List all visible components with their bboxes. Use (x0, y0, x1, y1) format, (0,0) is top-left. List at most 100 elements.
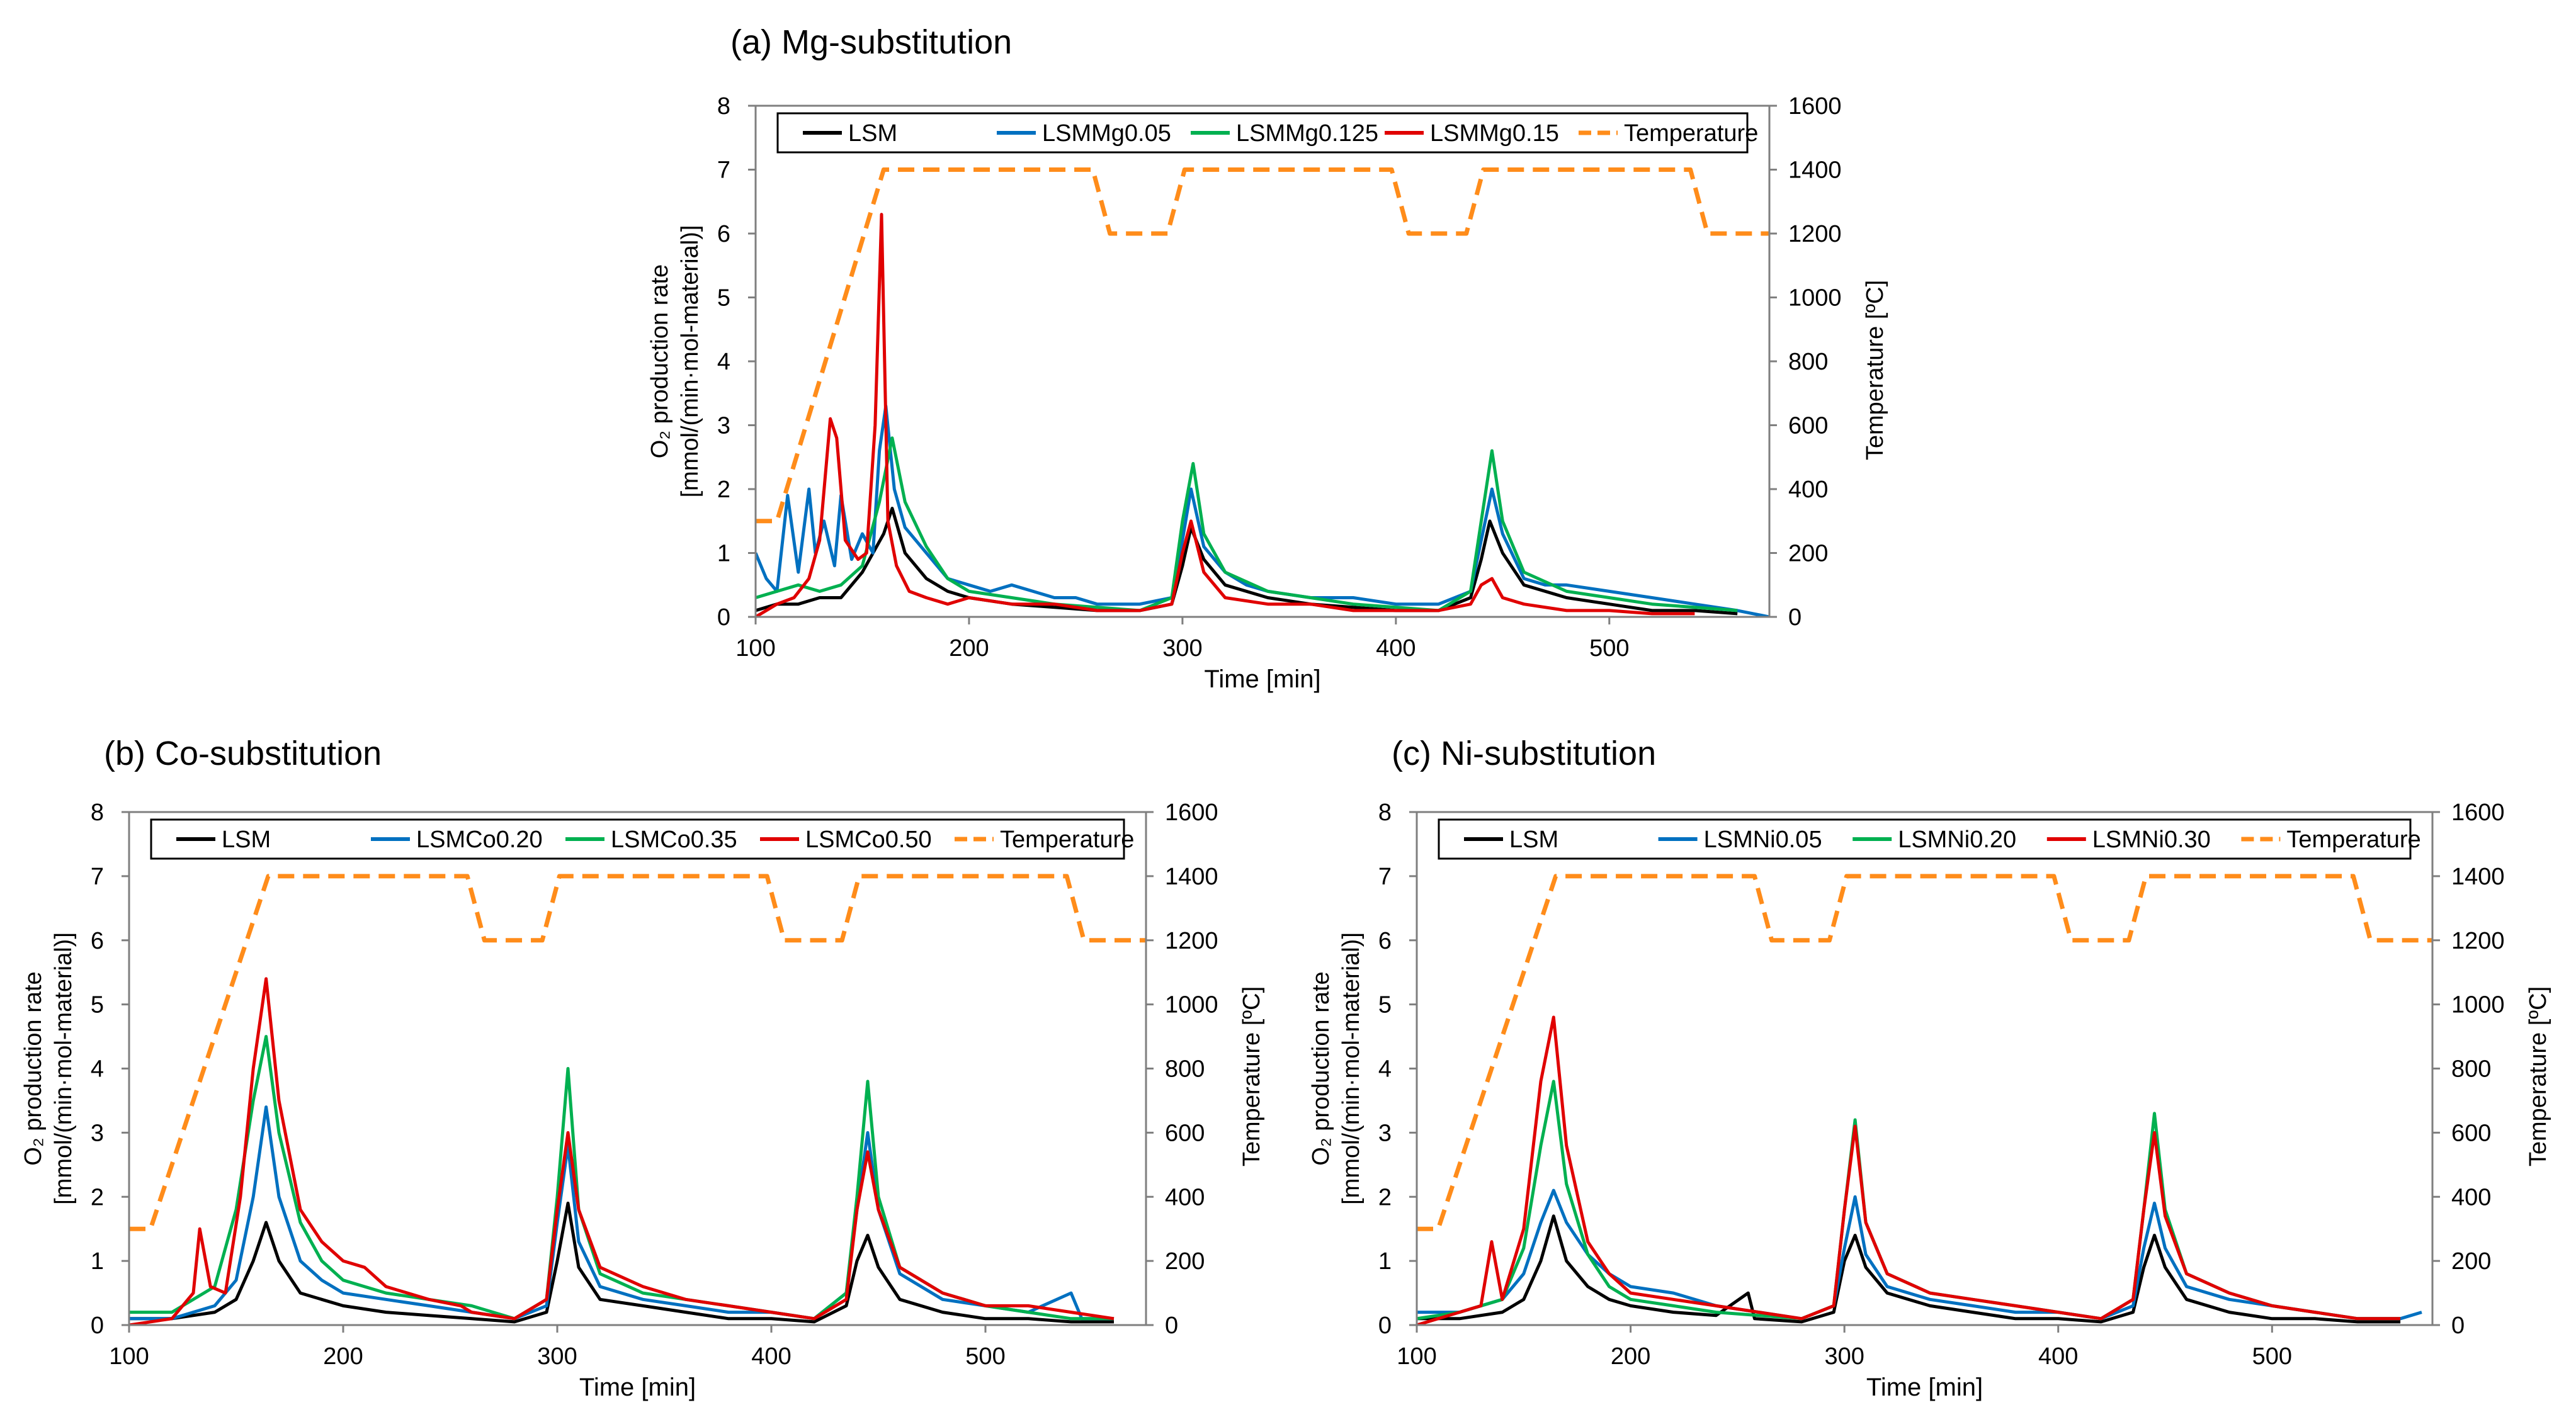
chart-svg: (c) Ni-substitution 0 1 2 3 4 5 6 7 8 0 200 400 600 80… (1308, 735, 2551, 1401)
legend: LSM LSMCo0.20 LSMCo0.35 LSMCo0.50 Temperatur… (150, 818, 1134, 860)
y2-axis-label: Temperature [ºC] (2525, 986, 2551, 1166)
y-tick-label: 5 (717, 285, 730, 312)
y2-tick-label: 1600 (1165, 799, 1218, 826)
y-tick-label: 2 (717, 477, 730, 503)
x-tick-label: 200 (1611, 1343, 1650, 1370)
y-tick-label: 7 (1378, 864, 1392, 890)
y2-tick-label: 600 (2451, 1120, 2491, 1146)
x-tick-label: 500 (965, 1343, 1005, 1370)
y-tick-label: 3 (1378, 1120, 1392, 1146)
x-tick-label: 100 (109, 1343, 149, 1370)
y-tick-label: 3 (717, 413, 730, 439)
y-tick-label: 3 (91, 1120, 104, 1146)
legend-label: LSM (1509, 827, 1558, 853)
legend-label: LSMNi0.20 (1898, 827, 2016, 853)
y-tick-label: 4 (1378, 1056, 1392, 1083)
series-line-lsmco0-35 (129, 1035, 1114, 1321)
chart-panel-ni: (c) Ni-substitution 0 1 2 3 4 5 6 7 8 0 200 400 600 80… (1291, 711, 2576, 1419)
series-line-lsmmg0-05 (756, 404, 1769, 617)
series-line-lsm (756, 507, 1738, 616)
legend-label: LSM (848, 120, 897, 147)
y2-tick-label: 200 (1788, 541, 1828, 567)
series-group (756, 167, 1769, 617)
y-tick-label: 0 (91, 1312, 104, 1339)
series-line-lsmni0-30 (1417, 1015, 2401, 1325)
x-tick-label: 400 (751, 1343, 791, 1370)
y-tick-label: 1 (1378, 1248, 1392, 1275)
legend-box (150, 818, 1125, 860)
chart-svg: (b) Co-substitution 0 1 2 3 4 5 6 7 8 0 200 400 600 80… (20, 735, 1265, 1401)
series-line-lsmni0-05 (1417, 1188, 2422, 1321)
y-tick-label: 7 (717, 157, 730, 184)
legend-label: LSMCo0.35 (611, 827, 737, 853)
chart-panel-mg: (a) Mg-substitution 0 1 2 3 4 5 6 7 8 0 200 400 600 80… (630, 0, 1952, 711)
x-axis-label: Time [min] (579, 1374, 696, 1401)
legend: LSM LSMNi0.05 LSMNi0.20 LSMNi0.30 Temperatur… (1438, 818, 2421, 860)
y-tick-label: 6 (91, 928, 104, 954)
y-axis-label-line1: O₂ production rate (20, 971, 47, 1165)
series-line-lsm (1417, 1214, 2401, 1324)
series-line-lsmco0-20 (129, 1105, 1114, 1321)
y2-tick-label: 800 (2451, 1056, 2491, 1083)
x-tick-label: 300 (537, 1343, 577, 1370)
y2-tick-label: 1400 (1165, 864, 1218, 890)
legend-label: LSMMg0.05 (1042, 120, 1171, 147)
legend: LSM LSMMg0.05 LSMMg0.125 LSMMg0.15 Temperatu… (776, 112, 1758, 154)
y-tick-label: 8 (717, 93, 730, 120)
y2-tick-label: 1000 (1165, 992, 1218, 1019)
y-axis-label-line2: [mmol/(min·mol-material)] (50, 932, 77, 1205)
legend-label: Temperature (1000, 827, 1134, 853)
plot-area-frame (1416, 811, 2434, 1326)
y-tick-label: 2 (1378, 1184, 1392, 1210)
series-line-temperature (756, 167, 1769, 524)
y2-axis-label: Temperature [ºC] (1239, 986, 1265, 1166)
x-tick-label: 300 (1824, 1343, 1864, 1370)
plot-area-frame (754, 104, 1771, 618)
series-group (129, 874, 1146, 1325)
y2-tick-label: 600 (1165, 1120, 1205, 1146)
y-tick-label: 5 (91, 992, 104, 1019)
y-tick-label: 2 (91, 1184, 104, 1210)
y2-axis-label: Temperature [ºC] (1862, 280, 1888, 460)
x-tick-label: 200 (323, 1343, 363, 1370)
y-tick-label: 6 (717, 221, 730, 247)
series-line-lsm (129, 1201, 1114, 1324)
y2-tick-label: 1200 (2451, 928, 2505, 954)
chart-title: (a) Mg-substitution (730, 23, 1012, 61)
y2-tick-label: 400 (1165, 1184, 1205, 1210)
legend-label: LSMCo0.20 (416, 827, 543, 853)
x-tick-label: 200 (949, 635, 989, 662)
y2-tick-label: 600 (1788, 413, 1828, 439)
series-group (1417, 874, 2432, 1325)
legend-label: LSMCo0.50 (805, 827, 932, 853)
legend-label: LSMNi0.05 (1704, 827, 1822, 853)
y2-tick-label: 0 (1165, 1312, 1178, 1339)
y2-tick-label: 1400 (1788, 157, 1842, 184)
y2-tick-label: 1200 (1788, 221, 1842, 247)
chart-title: (c) Ni-substitution (1392, 735, 1656, 772)
y-tick-label: 8 (91, 799, 104, 826)
y-tick-label: 0 (1378, 1312, 1392, 1339)
chart-svg: (a) Mg-substitution 0 1 2 3 4 5 6 7 8 0 200 400 600 80… (647, 23, 1888, 693)
x-axis-label: Time [min] (1866, 1374, 1983, 1401)
legend-label: LSMNi0.30 (2092, 827, 2211, 853)
y-axis-label-line2: [mmol/(min·mol-material)] (1338, 932, 1365, 1205)
x-axis-label: Time [min] (1204, 665, 1320, 693)
series-line-temperature (129, 874, 1146, 1231)
legend-label: LSMMg0.125 (1236, 120, 1378, 147)
series-line-lsmco0-50 (129, 977, 1115, 1325)
y-axis-label-line1: O₂ production rate (647, 264, 673, 458)
y2-tick-label: 1600 (1788, 93, 1842, 120)
x-tick-label: 500 (1589, 635, 1629, 662)
y2-tick-label: 0 (2451, 1312, 2465, 1339)
x-tick-label: 300 (1162, 635, 1202, 662)
legend-label: LSM (222, 827, 271, 853)
legend-label: Temperature (1624, 120, 1758, 147)
y-tick-label: 4 (91, 1056, 104, 1083)
y-tick-label: 1 (717, 541, 730, 567)
x-tick-label: 100 (1397, 1343, 1436, 1370)
series-line-lsmmg0-125 (756, 436, 1738, 612)
y-tick-label: 4 (717, 349, 730, 375)
y-tick-label: 5 (1378, 992, 1392, 1019)
y-tick-label: 1 (91, 1248, 104, 1275)
